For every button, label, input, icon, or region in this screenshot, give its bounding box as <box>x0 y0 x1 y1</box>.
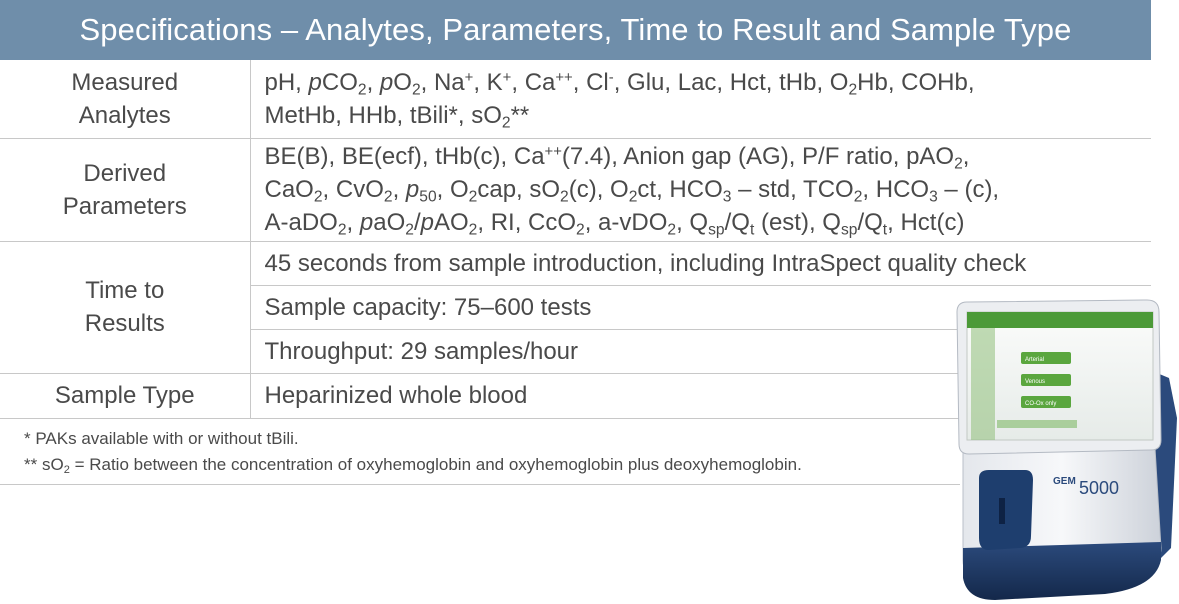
gem-5000-analyzer-image: Arterial Venous CO-Ox only GEM 5000 <box>956 299 1177 600</box>
screen-button-arterial <box>1021 352 1071 364</box>
row-label-derived-parameters: Derived Parameters <box>0 138 251 242</box>
row-label-time-to-results: Time to Results <box>0 241 251 374</box>
analyzer-base <box>963 542 1161 600</box>
derived-parameters-line3: A-aDO2, paO2/pAO2, RI, CcO2, a-vDO2, Qsp… <box>264 209 965 239</box>
screen-label-venous: Venous <box>1025 379 1045 385</box>
header-title: Specifications – Analytes, Parameters, T… <box>79 12 1072 47</box>
screen-label-arterial: Arterial <box>1025 357 1044 363</box>
screen-button-venous <box>1021 374 1071 386</box>
sample-port-door <box>979 470 1033 550</box>
table-row-time-to-results: Time to Results 45 seconds from sample i… <box>0 241 1151 374</box>
row-label-measured-analytes: Measured Analytes <box>0 60 251 139</box>
time-to-result-value: 45 seconds from sample introduction, inc… <box>250 241 1151 286</box>
sample-probe <box>999 498 1005 524</box>
device-model-logo: 5000 <box>1079 478 1119 498</box>
table-header: Specifications – Analytes, Parameters, T… <box>0 0 1151 60</box>
screen-button-co-ox <box>1021 396 1071 408</box>
device-brand-logo: GEM <box>1053 476 1076 487</box>
screen-top-bar <box>967 312 1153 328</box>
derived-parameters-line2: CaO2, CvO2, p50, O2cap, sO2(c), O2ct, HC… <box>264 176 1000 206</box>
derived-parameters-value: BE(B), BE(ecf), tHb(c), Ca++(7.4), Anion… <box>250 138 1151 242</box>
footnote-so2: ** sO2 = Ratio between the concentration… <box>24 455 802 476</box>
measured-analytes-line1: pH, pCO2, pO2, Na+, K+, Ca++, Cl-, Glu, … <box>264 68 975 99</box>
measured-analytes-value: pH, pCO2, pO2, Na+, K+, Ca++, Cl-, Glu, … <box>250 60 1151 139</box>
derived-parameters-line1: BE(B), BE(ecf), tHb(c), Ca++(7.4), Anion… <box>264 143 970 173</box>
table-row-measured-analytes: Measured Analytes pH, pCO2, pO2, Na+, K+… <box>0 60 1151 139</box>
screen-label-co-ox: CO-Ox only <box>1025 401 1056 407</box>
table-row-derived-parameters: Derived Parameters BE(B), BE(ecf), tHb(c… <box>0 138 1151 242</box>
measured-analytes-line2: MetHb, HHb, tBili*, sO2** <box>264 101 530 132</box>
footnote-tbili: * PAKs available with or without tBili. <box>24 429 299 448</box>
footnotes: * PAKs available with or without tBili. … <box>0 418 960 485</box>
row-label-sample-type: Sample Type <box>0 373 251 419</box>
screen-status-strip <box>997 420 1077 428</box>
screen-side-bar <box>971 328 995 440</box>
